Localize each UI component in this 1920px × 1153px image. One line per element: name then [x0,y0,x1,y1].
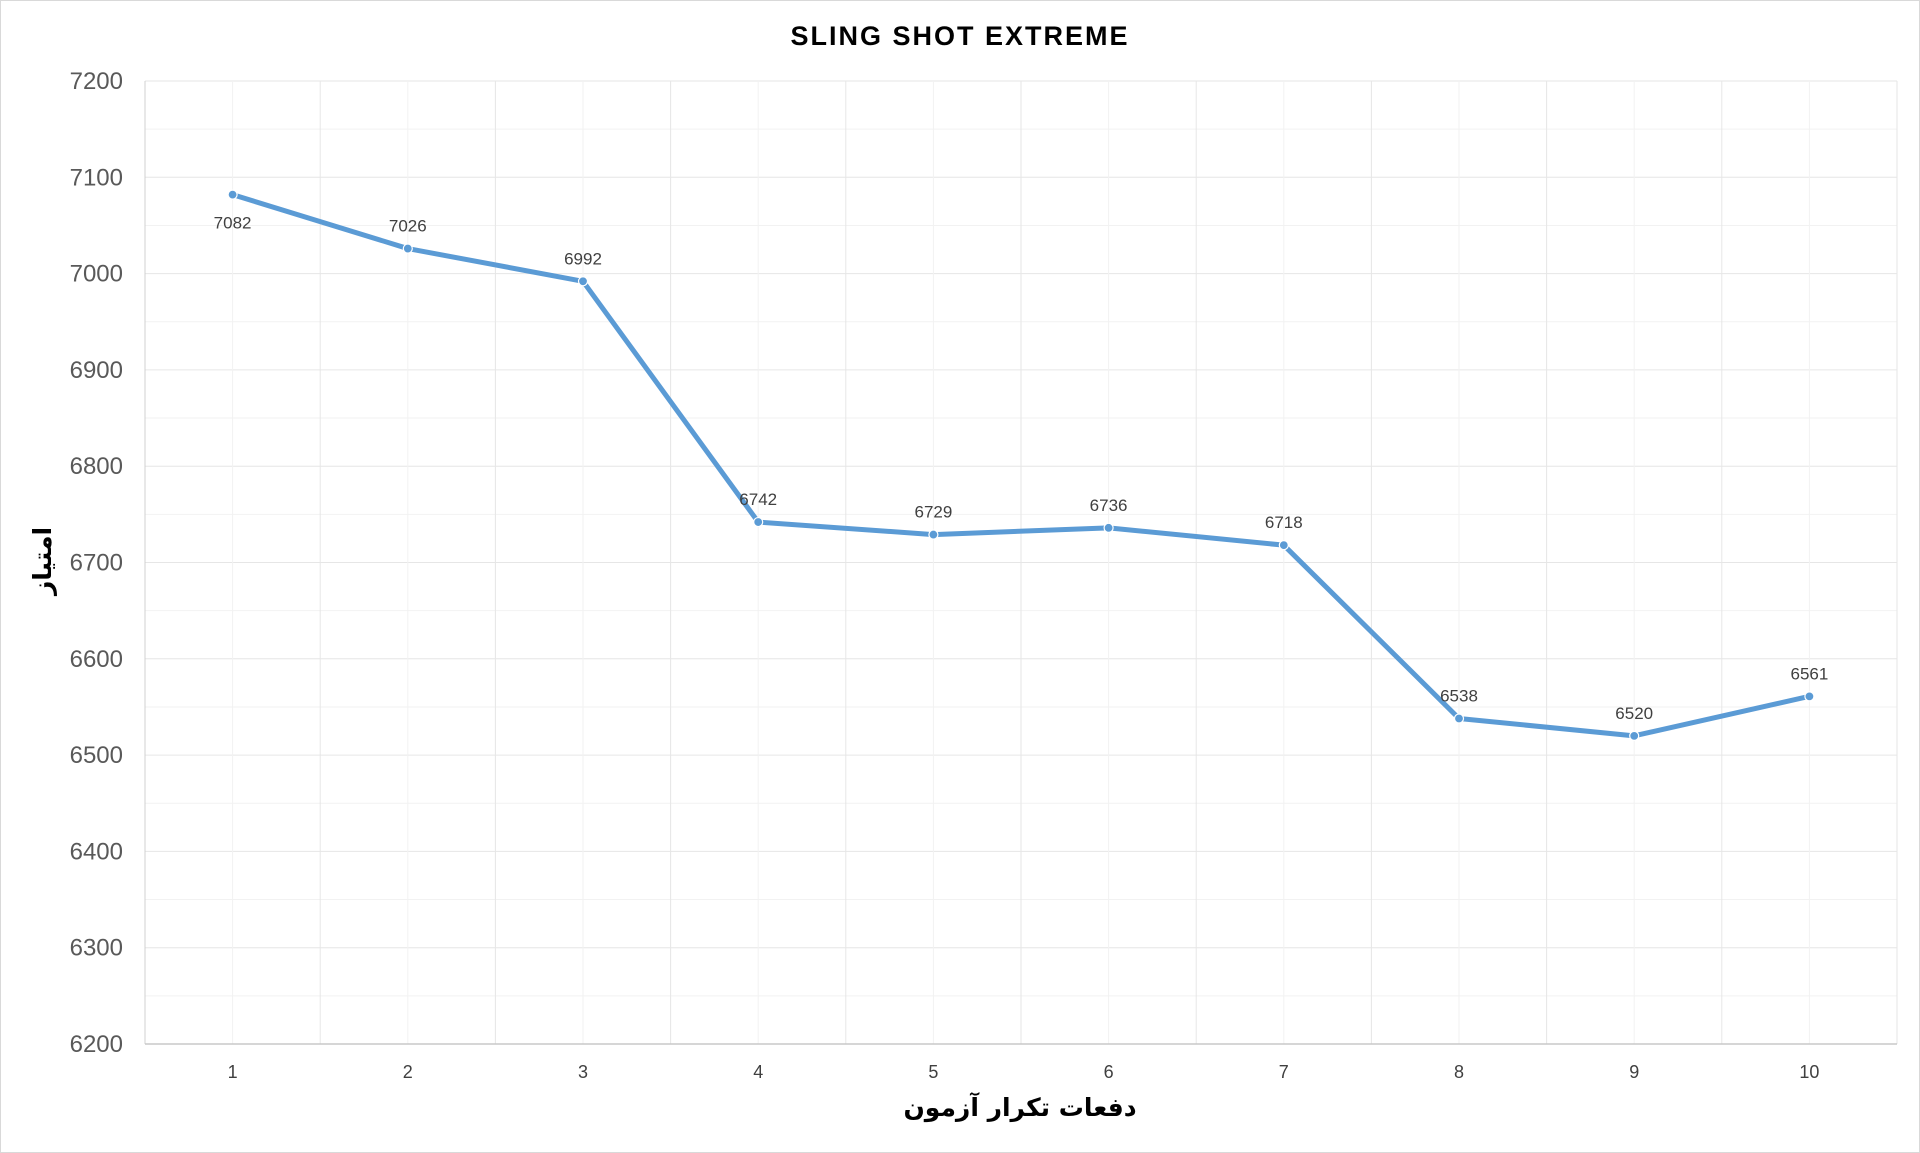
x-axis-title: دفعات تکرار آزمون [903,1092,1136,1123]
y-tick-label: 6800 [70,453,123,480]
x-tick-label: 10 [1799,1062,1819,1082]
x-tick-label: 2 [403,1062,413,1082]
y-tick-label: 6300 [70,935,123,962]
data-labels: 7082 7026 6992 6742 6729 6736 6718 6538 6520 6561 [214,214,1829,723]
chart-title: SLING SHOT EXTREME [790,21,1129,51]
data-point [1804,691,1815,702]
x-tick-label: 1 [228,1062,238,1082]
x-tick-label: 9 [1629,1062,1639,1082]
y-tick-label: 6200 [70,1031,123,1058]
data-label: 6736 [1090,496,1128,515]
data-point [577,276,589,287]
x-axis-ticks: 1 2 3 4 5 6 7 8 9 10 [228,1062,1820,1082]
series-line [230,192,1812,739]
x-tick-label: 4 [753,1062,763,1082]
data-point [928,529,939,540]
x-tick-label: 6 [1104,1062,1114,1082]
data-point [1453,713,1465,724]
y-tick-label: 6500 [70,742,123,769]
data-label: 6538 [1440,687,1478,706]
gridlines [145,80,1898,1044]
y-tick-label: 6400 [70,838,123,865]
y-tick-label: 7000 [70,261,123,288]
data-label: 6561 [1790,664,1828,683]
data-label: 6992 [564,249,602,268]
data-label: 7082 [214,214,252,233]
y-axis-title: امتیاز [28,527,57,597]
data-point [402,243,413,254]
x-tick-label: 7 [1279,1062,1289,1082]
x-tick-label: 8 [1454,1062,1464,1082]
y-tick-label: 7100 [70,164,123,191]
data-label: 6718 [1265,513,1303,532]
y-tick-label: 7200 [70,68,123,95]
x-tick-label: 5 [928,1062,938,1082]
y-tick-label: 6700 [70,550,123,577]
data-point [1629,730,1640,741]
y-axis-ticks: 6200 6300 6400 6500 6600 6700 6800 6900 7000 7100… [70,68,123,1058]
data-label: 6729 [914,503,952,522]
data-label: 6520 [1615,704,1653,723]
data-label: 6742 [739,490,777,509]
x-tick-label: 3 [578,1062,588,1082]
data-point [1278,540,1289,551]
y-tick-label: 6900 [70,357,123,384]
data-point [227,189,238,200]
data-point [753,516,764,528]
y-tick-label: 6600 [70,646,123,673]
data-point [1103,522,1114,533]
data-label: 7026 [389,217,427,236]
axes [144,81,1897,1045]
series [227,189,1815,741]
